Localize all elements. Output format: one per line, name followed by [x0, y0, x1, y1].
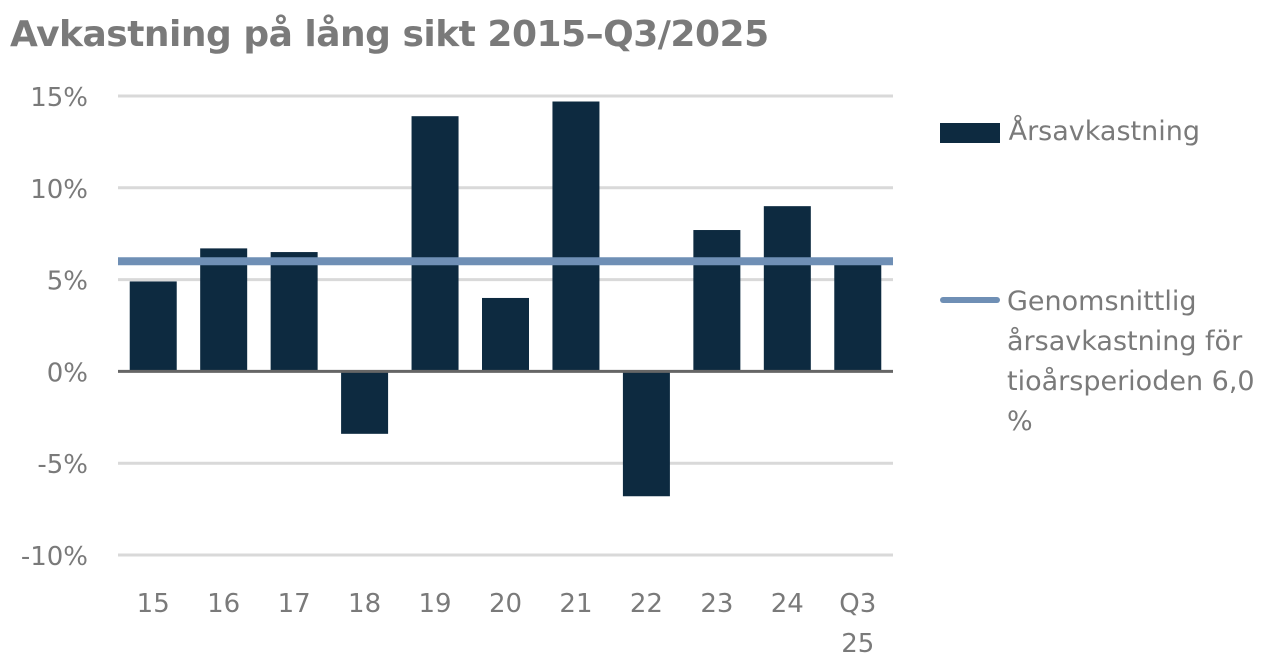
y-tick-label: 15% — [30, 83, 88, 113]
x-tick-label: 22 — [630, 589, 663, 619]
x-tick-label: 23 — [700, 589, 733, 619]
y-tick-label: -5% — [37, 450, 88, 480]
legend-swatch-line — [940, 297, 1000, 303]
bar — [693, 230, 741, 372]
y-tick-label: 5% — [47, 267, 88, 297]
bar — [622, 371, 670, 497]
bar — [270, 252, 318, 372]
x-tick-label: 25 — [841, 629, 874, 659]
bar — [341, 371, 389, 434]
chart-title: Avkastning på lång sikt 2015–Q3/2025 — [10, 14, 769, 55]
bar — [411, 116, 459, 372]
x-tick-label: 15 — [137, 589, 170, 619]
x-tick-label: 19 — [418, 589, 451, 619]
legend-swatch-bar — [940, 122, 1000, 143]
bar — [763, 206, 811, 372]
x-tick-label: Q3 — [839, 589, 876, 619]
bar — [200, 248, 248, 372]
bar — [129, 281, 177, 372]
bar — [552, 101, 600, 372]
x-tick-label: 18 — [348, 589, 381, 619]
legend-label: Årsavkastning — [1008, 116, 1200, 147]
x-tick-label: 24 — [771, 589, 804, 619]
bar — [834, 261, 882, 372]
x-tick-label: 17 — [278, 589, 311, 619]
bar — [482, 297, 529, 372]
legend-label-average: Genomsnittlig årsavkastning för tioårspe… — [1007, 286, 1255, 437]
legend-item-bars: Årsavkastning — [940, 112, 1200, 152]
x-tick-label: 16 — [207, 589, 240, 619]
y-tick-label: 10% — [30, 175, 88, 205]
y-tick-label: 0% — [47, 358, 88, 388]
x-tick-label: 20 — [489, 589, 522, 619]
x-tick-label: 21 — [559, 589, 592, 619]
y-tick-label: -10% — [21, 542, 88, 572]
